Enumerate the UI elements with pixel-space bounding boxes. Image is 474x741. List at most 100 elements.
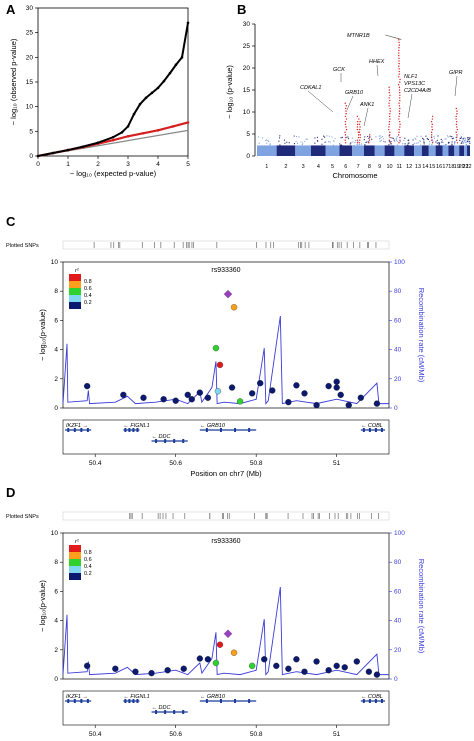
qq-black-point [81, 145, 85, 148]
qq-y-tick-label: 20 [26, 54, 34, 61]
manhattan-point [283, 139, 286, 141]
manhattan-peak-point [345, 126, 347, 128]
legend-swatch [69, 552, 81, 559]
manhattan-point [414, 142, 416, 145]
manhattan-peak-point [344, 107, 347, 110]
manhattan-peak-point [388, 91, 390, 94]
manhattan-point [396, 136, 399, 138]
manhattan-point [366, 141, 368, 143]
qq-y-tick-label: 25 [26, 30, 34, 37]
gene-exon [374, 699, 377, 703]
manhattan-peak-point [456, 120, 458, 123]
manhattan-peak-point [388, 139, 390, 141]
y-tick-label: 2 [54, 376, 58, 383]
snp-point [148, 670, 155, 677]
manhattan-point [295, 140, 297, 143]
manhattan-chromosome-band [464, 145, 468, 156]
legend-swatch [69, 274, 81, 281]
manhattan-point [396, 144, 399, 146]
manhattan-point [314, 137, 316, 139]
manhattan-peak-point [398, 65, 400, 67]
qq-black-series [37, 22, 189, 157]
manhattan-peak-point [399, 81, 401, 83]
x-axis-label: Position on chr7 (Mb) [190, 469, 262, 478]
manhattan-point [367, 135, 369, 138]
manhattan-peak-point [398, 52, 400, 54]
manhattan-point [265, 139, 267, 142]
qq-y-axis-label: − log₁₀ (observed p-value) [9, 38, 18, 125]
x-tick-label: 51 [333, 460, 341, 467]
gene-exon [124, 428, 127, 432]
gene-exon [164, 710, 167, 714]
manhattan-peak-point [456, 113, 458, 115]
manhattan-point [358, 144, 361, 146]
snp-point [345, 401, 352, 409]
snp-point [301, 390, 308, 397]
manhattan-point [349, 143, 351, 145]
manhattan-chromosome-label: 10 [386, 164, 392, 170]
snp-point [285, 399, 292, 406]
gene-exon [132, 699, 135, 703]
qq-black-point [180, 56, 184, 59]
snp-point [365, 668, 373, 675]
y2-tick-label: 60 [394, 317, 402, 324]
qq-red-point [126, 134, 130, 138]
manhattan-point [438, 142, 441, 144]
qq-black-point [120, 131, 124, 134]
manhattan-peak-point [398, 76, 400, 78]
manhattan-point [284, 142, 286, 144]
legend-tick-label: 0.6 [84, 286, 92, 292]
manhattan-point [278, 137, 281, 139]
manhattan-point [352, 141, 354, 143]
snp-point [120, 391, 127, 399]
manhattan-point [390, 141, 392, 143]
manhattan-point [442, 141, 444, 144]
manhattan-chromosome-band [448, 145, 455, 156]
gene-exon [173, 439, 176, 443]
manhattan-y-tick-label: 30 [243, 21, 251, 28]
gene-exon [234, 699, 237, 703]
manhattan-point [445, 138, 447, 140]
panel-label-a: A [6, 2, 16, 17]
manhattan-peak-point [397, 84, 400, 86]
manhattan-point [432, 141, 434, 143]
panel-label-c: C [6, 214, 16, 229]
gene-exon [380, 428, 383, 432]
gene-exon [380, 699, 383, 703]
manhattan-chromosome-band [428, 145, 436, 156]
manhattan-chromosome-label: 21 [463, 164, 469, 170]
manhattan-gene-label: MTNR1B [347, 33, 370, 39]
qq-x-tick-label: 5 [186, 161, 190, 168]
manhattan-peak-point [455, 139, 458, 141]
snp-point [325, 382, 332, 390]
manhattan-point [441, 141, 443, 143]
manhattan-point [396, 137, 398, 139]
manhattan-point [368, 141, 370, 143]
qq-y-tick-label: 10 [26, 104, 34, 111]
snp-point [353, 658, 360, 665]
manhattan-peak-point [430, 131, 433, 133]
manhattan-point [449, 135, 451, 137]
lead-snp-label: rs933360 [211, 538, 240, 545]
manhattan-point [404, 143, 406, 145]
manhattan-peak-point [367, 142, 370, 144]
manhattan-peak-point [389, 107, 391, 110]
y-tick-label: 10 [51, 530, 59, 537]
manhattan-point [414, 137, 416, 139]
manhattan-chromosome-band [276, 145, 296, 156]
manhattan-point [304, 140, 306, 143]
gene-exon [155, 439, 158, 443]
manhattan-peak-point [398, 41, 400, 44]
manhattan-point [399, 141, 401, 143]
manhattan-peak-point [398, 89, 401, 91]
manhattan-point [301, 143, 303, 146]
recombination-rate-line [62, 315, 389, 405]
manhattan-y-tick-label: 0 [246, 153, 250, 160]
snp-point [357, 394, 364, 401]
y-axis-label: − log₁₀(p-value) [38, 580, 47, 632]
manhattan-peak-point [388, 89, 391, 91]
snp-point [172, 397, 179, 404]
manhattan-peak-point [431, 128, 434, 131]
manhattan-chromosome-label: 12 [406, 164, 412, 170]
gene-exon [248, 699, 251, 703]
